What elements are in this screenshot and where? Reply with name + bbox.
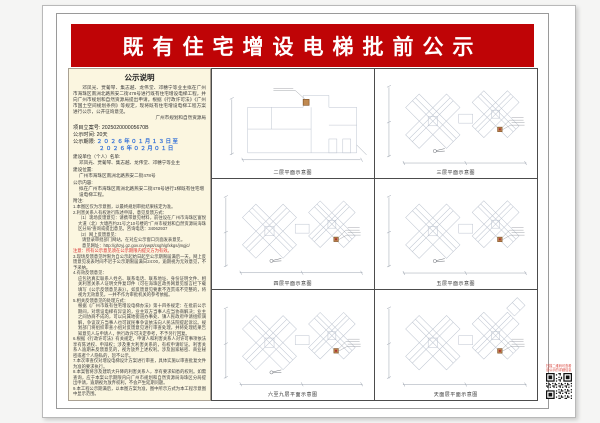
notice-title: 公示说明 <box>124 73 155 82</box>
note-item: 2.利害关系人有权进行陈述申辩，意见反馈方式： <box>73 209 167 215</box>
owner-label: 建设单位（个人）名单: <box>73 154 121 159</box>
note-item: 1.本图区仅为示意图，以最终规划审批结果核定为准。 <box>73 204 176 209</box>
plan-cell-roof: 天面层平面示意图 <box>375 290 538 400</box>
note-item: （2）网上反馈意见： <box>78 231 120 237</box>
location-label: 建设位置: <box>73 167 93 172</box>
plan-cell-floor5: 五层平面示意图 <box>374 179 538 290</box>
floor-plan-drawing <box>212 69 374 169</box>
plan-cell-floor4: 四层平面示意图 <box>212 179 375 290</box>
floor-plan-drawing <box>375 69 538 169</box>
notice-sheet: 既有住宅增设电梯批前公示 公示说明 邓凤光、贾葡琴、集志越、龙伟堂、邓穗宁等业主… <box>42 5 576 418</box>
plan-caption: 五层平面示意图 <box>436 280 475 287</box>
note-item: 意见网址：http://ghzyj.gz.gov.cn/ywpt/csgh/gf… <box>82 242 190 248</box>
location-value: 广州市海珠区南洲北路燕安二街478号 <box>79 173 156 178</box>
inner-frame <box>56 13 549 409</box>
notice-text-panel: 公示说明 邓凤光、贾葡琴、集志越、龙伟堂、邓穗宁等业主拟在广州市海珠区南洲北路燕… <box>68 68 211 401</box>
floor-plan-drawing <box>212 179 374 279</box>
plan-caption: 天面层平面示意图 <box>433 392 478 398</box>
plan-cell-floor6to9: 六至九层平面示意图 <box>212 289 375 400</box>
plan-caption: 六至九层平面示意图 <box>267 392 318 398</box>
duration-value: 20天 <box>96 132 108 138</box>
floor-plan-grid: 二层平面示意图 三层平面示意图 四层平面示意图 五层平面示意图 六至九层平面示意… <box>211 68 538 401</box>
qr-block: 扫描二维码可查看 该公示的详细信息 <box>546 364 576 399</box>
note-item: 6.根据《行政许可法》有关规定，申请人和利害关系人对许可事项依法享有陈述权、申辩… <box>73 336 206 358</box>
note-item: 3.现场反馈意见时限为自公示起始日起至公示期限届满后一天，网上反馈意见发表时间不… <box>73 253 206 270</box>
plan-cell-floor2: 二层平面示意图 <box>212 69 375 180</box>
notes-title: 附注: <box>73 198 84 203</box>
agency-name: 广州市规划和自然资源局 <box>155 115 206 120</box>
note-item: （1）现场反馈意见：请携带意见材料，前往设在广州市海珠区富悦大道（北）大塘西约2… <box>78 215 206 231</box>
floor-plan-drawing <box>212 290 374 391</box>
period-end: ２０２６年０２月０１日 <box>99 146 175 152</box>
page-title: 既有住宅增设电梯批前公示 <box>122 35 483 59</box>
notice-intro: 邓凤光、贾葡琴、集志越、龙伟堂、邓穗宁等业主拟在广州市海珠区南洲北路燕安二街47… <box>73 85 206 114</box>
case-number-line: 项目立案号: 202502000005670B <box>73 125 149 131</box>
plan-caption: 四层平面示意图 <box>273 280 312 287</box>
qr-code-icon <box>546 373 572 399</box>
qr-caption-line2: 该公示的详细信息 <box>546 368 572 372</box>
plan-caption: 三层平面示意图 <box>436 170 475 177</box>
duration-line: 公示时间: 20天 <box>73 132 108 138</box>
content-label: 公示内容: <box>73 180 93 185</box>
period-line: 公示期限: ２０２６年０１月１３日至 <box>73 139 180 145</box>
period-start: ２０２６年０１月１３日至 <box>96 139 180 145</box>
note-item: 根据《广州市既有住宅增设电梯办法》第十四条规定：在批前公示期间，对增设电梯有异议… <box>78 303 206 336</box>
qr-caption-line1: 扫描二维码可查看 <box>546 364 572 368</box>
floor-plan-drawing <box>375 290 538 391</box>
banner: 既有住宅增设电梯批前公示 <box>71 24 534 67</box>
plan-cell-floor3: 三层平面示意图 <box>374 69 538 180</box>
case-number-value: 202502000005670B <box>101 125 149 131</box>
floor-plan-drawing <box>375 179 538 279</box>
plan-caption: 二层平面示意图 <box>273 170 312 177</box>
note-item: 请登录审批部门网站，在对应公示窗口页面发表意见。 <box>82 237 186 242</box>
note-item: 7.本次审查仅对增设电梯设计方案进行审查，具体实施以审查批复文件为准的要求执行。 <box>73 358 206 369</box>
owner-names: 邓凤光、贾葡琴、集志越、龙伟堂、邓穗宁等业主 <box>79 160 181 165</box>
note-item: 注意：所有公示意见须在公示期限内提交方为有效。 <box>73 248 172 253</box>
note-item: 9.本工程公示期满后，以本图方案为准，图中所示方式为本工程示意图中显示范围。 <box>73 385 206 397</box>
note-item: 应包括真实联系人姓名、联系电话、联系地址、身份证明文件、相关利害关系人证明文件复… <box>78 275 206 298</box>
content-body: 拟在广州市海珠区南洲北路燕安二街478号进行1梯既有住宅增设电梯工程。 <box>79 186 205 197</box>
notes-list: 1.本图区仅为示意图，以最终规划审批结果核定为准。 2.利害关系人有权进行陈述申辩… <box>73 204 206 397</box>
note-item: 4.有效反馈意见： <box>73 270 107 275</box>
note-item: 5.相关反馈意见的处理方式： <box>73 297 129 303</box>
note-item: 8.本案暂将涉及建筑大升降的利害关系人，享有要求知悉的权利。如需查询，应于本案公… <box>73 369 206 385</box>
